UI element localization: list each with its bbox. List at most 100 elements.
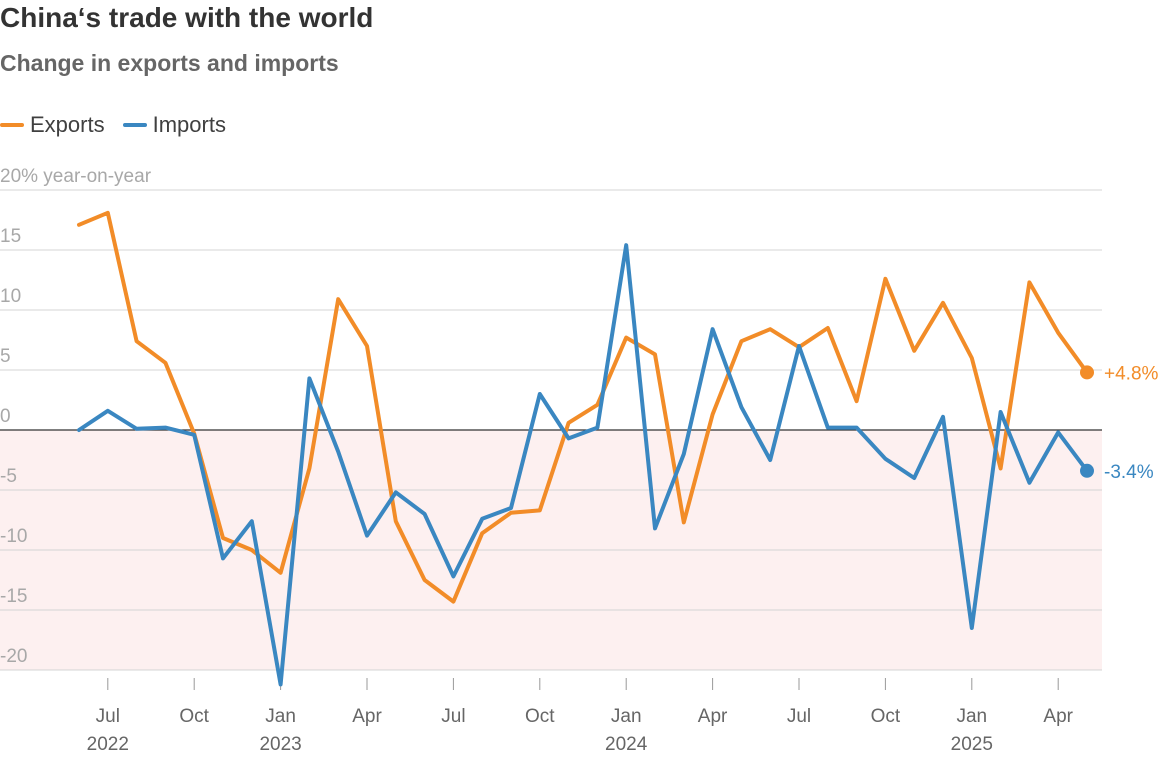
data-point-imports xyxy=(336,450,340,454)
data-point-imports xyxy=(163,426,167,430)
data-point-exports xyxy=(451,600,455,604)
y-tick-label: -10 xyxy=(0,526,27,547)
end-marker-imports xyxy=(1080,463,1094,478)
x-tick-label: Apr xyxy=(352,706,382,727)
data-point-exports xyxy=(336,297,340,301)
legend-label-exports: Exports xyxy=(30,112,105,137)
data-point-exports xyxy=(77,223,81,227)
data-point-exports xyxy=(221,536,225,540)
x-tick-label: Apr xyxy=(698,706,728,727)
data-point-exports xyxy=(624,336,628,340)
data-point-imports xyxy=(451,574,455,578)
end-marker-exports xyxy=(1080,365,1094,380)
data-point-exports xyxy=(855,399,859,403)
data-point-imports xyxy=(77,428,81,432)
x-tick-label: Apr xyxy=(1043,706,1073,727)
x-tick-year-label: 2025 xyxy=(951,734,993,755)
data-point-exports xyxy=(711,412,715,416)
data-point-imports xyxy=(682,452,686,456)
x-tick-label: Jul xyxy=(787,706,811,727)
data-point-imports xyxy=(1056,430,1060,434)
y-tick-label: 20% year-on-year xyxy=(0,166,152,187)
data-point-imports xyxy=(912,476,916,480)
legend: Exports Imports xyxy=(0,110,244,140)
legend-label-imports: Imports xyxy=(152,112,226,137)
data-point-exports xyxy=(739,339,743,343)
data-point-exports xyxy=(365,344,369,348)
data-point-imports xyxy=(1027,481,1031,485)
series-line-exports xyxy=(77,210,1089,604)
data-point-imports xyxy=(595,426,599,430)
data-point-exports xyxy=(883,277,887,281)
data-point-exports xyxy=(567,421,571,425)
data-point-imports xyxy=(221,556,225,560)
data-point-exports xyxy=(509,511,513,515)
y-tick-label: 10 xyxy=(0,286,21,307)
data-point-exports xyxy=(768,327,772,331)
data-point-exports xyxy=(135,339,139,343)
data-point-imports xyxy=(883,457,887,461)
data-point-exports xyxy=(279,571,283,575)
y-tick-label: -15 xyxy=(0,586,27,607)
y-tick-label: -5 xyxy=(0,466,17,487)
data-point-imports xyxy=(826,426,830,430)
x-tick-year-label: 2024 xyxy=(605,734,648,755)
data-point-imports xyxy=(941,415,945,419)
legend-swatch-imports xyxy=(122,123,147,127)
series-line-imports xyxy=(77,243,1089,687)
data-point-exports xyxy=(250,548,254,552)
data-point-exports xyxy=(394,519,398,523)
data-point-exports xyxy=(106,211,110,215)
data-point-imports xyxy=(653,526,657,530)
data-point-exports xyxy=(538,508,542,512)
y-tick-label: 15 xyxy=(0,226,21,247)
x-tick-label: Jul xyxy=(96,706,120,727)
data-point-imports xyxy=(999,410,1003,414)
x-tick-label: Oct xyxy=(525,706,555,727)
data-point-exports xyxy=(1027,280,1031,284)
data-point-exports xyxy=(653,352,657,356)
x-tick-label: Jan xyxy=(956,706,987,727)
x-tick-year-label: 2022 xyxy=(87,734,129,755)
data-point-exports xyxy=(941,301,945,305)
data-point-imports xyxy=(970,626,974,630)
data-point-imports xyxy=(739,405,743,409)
data-point-exports xyxy=(423,578,427,582)
data-point-imports xyxy=(567,436,571,440)
x-tick-label: Oct xyxy=(179,706,209,727)
data-point-imports xyxy=(135,427,139,431)
data-point-imports xyxy=(365,534,369,538)
data-point-imports xyxy=(797,344,801,348)
data-point-exports xyxy=(682,520,686,524)
y-tick-label: 0 xyxy=(0,406,11,427)
y-tick-label: -20 xyxy=(0,646,27,667)
end-label-imports: -3.4% xyxy=(1104,462,1154,483)
data-point-exports xyxy=(912,349,916,353)
chart-title: China‘s trade with the world xyxy=(0,2,374,33)
data-point-exports xyxy=(163,361,167,365)
legend-item-imports: Imports xyxy=(122,112,226,138)
data-point-imports xyxy=(480,517,484,521)
data-point-imports xyxy=(509,506,513,510)
x-tick-label: Jul xyxy=(441,706,465,727)
data-point-imports xyxy=(250,519,254,523)
data-point-imports xyxy=(307,376,311,380)
x-tick-label: Jan xyxy=(265,706,296,727)
x-tick-label: Jan xyxy=(611,706,642,727)
data-point-imports xyxy=(279,682,283,686)
data-point-imports xyxy=(106,409,110,413)
data-point-exports xyxy=(480,531,484,535)
data-point-imports xyxy=(711,327,715,331)
x-tick-year-label: 2023 xyxy=(259,734,301,755)
data-point-exports xyxy=(826,326,830,330)
data-point-imports xyxy=(192,433,196,437)
x-tick-label: Oct xyxy=(871,706,901,727)
end-label-exports: +4.8% xyxy=(1104,363,1159,384)
data-point-imports xyxy=(538,392,542,396)
legend-swatch-exports xyxy=(0,123,24,127)
data-point-exports xyxy=(1056,331,1060,335)
data-point-exports xyxy=(999,466,1003,470)
data-point-imports xyxy=(624,243,628,247)
data-point-imports xyxy=(423,512,427,516)
